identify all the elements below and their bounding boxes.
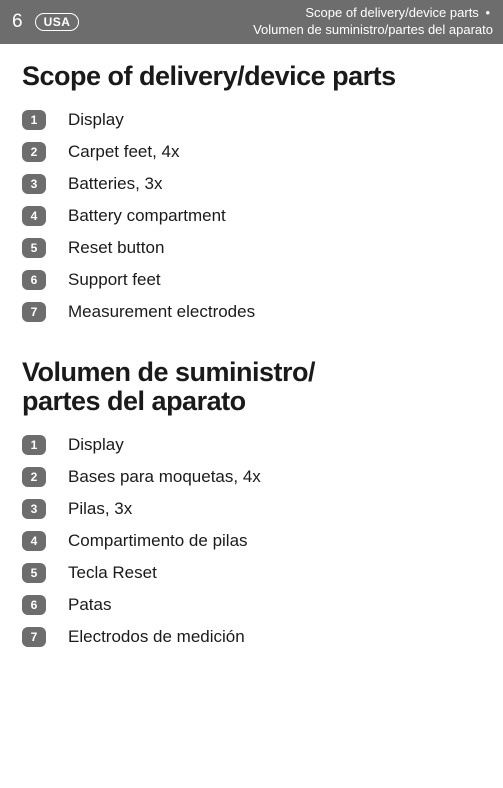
list-item: 3 Batteries, 3x <box>22 174 481 194</box>
number-badge: 7 <box>22 302 46 322</box>
item-label: Bases para moquetas, 4x <box>68 467 261 487</box>
list-item: 5 Tecla Reset <box>22 563 481 583</box>
number-badge: 5 <box>22 563 46 583</box>
heading-es: Volumen de suministro/ partes del aparat… <box>22 358 481 417</box>
bullet-icon: • <box>485 5 490 20</box>
list-item: 2 Bases para moquetas, 4x <box>22 467 481 487</box>
number-badge: 6 <box>22 270 46 290</box>
item-label: Batteries, 3x <box>68 174 163 194</box>
list-es: 1 Display 2 Bases para moquetas, 4x 3 Pilas, … <box>22 435 481 647</box>
number-badge: 4 <box>22 206 46 226</box>
heading-en: Scope of delivery/device parts <box>22 62 481 92</box>
page-number: 6 <box>12 11 23 33</box>
list-item: 2 Carpet feet, 4x <box>22 142 481 162</box>
item-label: Electrodos de medición <box>68 627 245 647</box>
number-badge: 2 <box>22 142 46 162</box>
item-label: Battery compartment <box>68 206 226 226</box>
page-header: 6 USA Scope of delivery/device parts • V… <box>0 0 503 44</box>
list-item: 4 Battery compartment <box>22 206 481 226</box>
list-item: 7 Electrodos de medición <box>22 627 481 647</box>
page-content: Scope of delivery/device parts 1 Display 2… <box>0 44 503 647</box>
item-label: Measurement electrodes <box>68 302 255 322</box>
item-label: Support feet <box>68 270 161 290</box>
number-badge: 3 <box>22 499 46 519</box>
list-en: 1 Display 2 Carpet feet, 4x 3 Batteries, 3x 4 B… <box>22 110 481 322</box>
list-item: 5 Reset button <box>22 238 481 258</box>
list-item: 4 Compartimento de pilas <box>22 531 481 551</box>
item-label: Carpet feet, 4x <box>68 142 180 162</box>
list-item: 6 Support feet <box>22 270 481 290</box>
number-badge: 4 <box>22 531 46 551</box>
item-label: Compartimento de pilas <box>68 531 248 551</box>
number-badge: 6 <box>22 595 46 615</box>
number-badge: 5 <box>22 238 46 258</box>
number-badge: 7 <box>22 627 46 647</box>
item-label: Reset button <box>68 238 164 258</box>
header-title-line2: Volumen de suministro/partes del aparato <box>253 22 493 39</box>
list-item: 1 Display <box>22 110 481 130</box>
item-label: Pilas, 3x <box>68 499 132 519</box>
item-label: Patas <box>68 595 111 615</box>
item-label: Display <box>68 110 124 130</box>
list-item: 6 Patas <box>22 595 481 615</box>
header-title-line1: Scope of delivery/device parts • <box>253 5 493 22</box>
list-item: 1 Display <box>22 435 481 455</box>
item-label: Display <box>68 435 124 455</box>
header-titles: Scope of delivery/device parts • Volumen… <box>253 5 493 39</box>
number-badge: 1 <box>22 435 46 455</box>
list-item: 7 Measurement electrodes <box>22 302 481 322</box>
list-item: 3 Pilas, 3x <box>22 499 481 519</box>
number-badge: 2 <box>22 467 46 487</box>
region-badge: USA <box>35 13 80 31</box>
item-label: Tecla Reset <box>68 563 157 583</box>
number-badge: 3 <box>22 174 46 194</box>
number-badge: 1 <box>22 110 46 130</box>
header-title-en: Scope of delivery/device parts <box>305 5 478 20</box>
